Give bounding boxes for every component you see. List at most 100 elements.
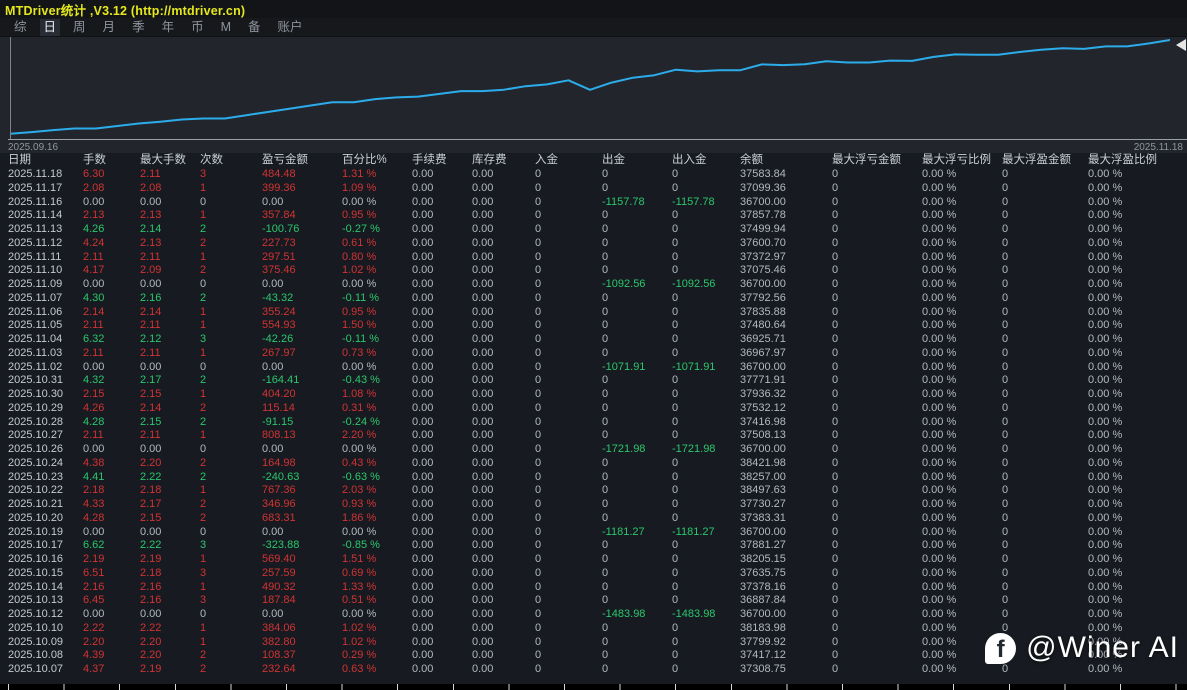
cell-fee: 0.00 — [412, 195, 434, 208]
column-header-lots[interactable]: 手数 — [83, 154, 106, 166]
table-row[interactable]: 2025.10.29 4.26 2.14 2 115.14 0.31 % 0.00 0.00 0… — [0, 402, 1187, 416]
table-row[interactable]: 2025.10.15 6.51 2.18 3 257.59 0.69 % 0.00 0.00 0… — [0, 567, 1187, 581]
cell-balance: 37416.98 — [740, 415, 786, 428]
table-row[interactable]: 2025.11.11 2.11 2.11 1 297.51 0.80 % 0.00 0.00 0… — [0, 251, 1187, 265]
column-header-net_dw[interactable]: 出入金 — [672, 154, 707, 166]
column-header-deposit[interactable]: 入金 — [535, 154, 558, 166]
menu-item-zhou[interactable]: 周 — [73, 19, 86, 34]
table-row[interactable]: 2025.11.16 0.00 0.00 0 0.00 0.00 % 0.00 0.00 0 -1… — [0, 196, 1187, 210]
cell-storage: 0.00 — [472, 360, 494, 373]
cell-fee: 0.00 — [412, 456, 434, 469]
table-row[interactable]: 2025.10.31 4.32 2.17 2 -164.41 -0.43 % 0.00 0.0… — [0, 374, 1187, 388]
table-row[interactable]: 2025.11.17 2.08 2.08 1 399.36 1.09 % 0.00 0.00 0… — [0, 182, 1187, 196]
menu-item-m[interactable]: M — [220, 19, 232, 34]
cell-balance: 37771.91 — [740, 374, 786, 387]
cell-max_fp_pct: 0.00 % — [1088, 401, 1123, 414]
table-row[interactable]: 2025.10.16 2.19 2.19 1 569.40 1.51 % 0.00 0.00 0… — [0, 553, 1187, 567]
table-row[interactable]: 2025.10.28 4.28 2.15 2 -91.15 -0.24 % 0.00 0.00… — [0, 416, 1187, 430]
table-row[interactable]: 2025.11.10 4.17 2.09 2 375.46 1.02 % 0.00 0.00 0… — [0, 264, 1187, 278]
cell-pnl: 683.31 — [262, 511, 296, 524]
column-header-max_lots[interactable]: 最大手数 — [140, 154, 186, 166]
column-header-balance[interactable]: 余额 — [740, 154, 763, 166]
cell-max_lots: 0.00 — [140, 608, 162, 620]
cell-date: 2025.10.19 — [8, 525, 64, 538]
cell-balance: 37378.16 — [740, 580, 786, 593]
table-row[interactable]: 2025.10.08 4.39 2.20 2 108.37 0.29 % 0.00 0.00 0… — [0, 649, 1187, 663]
column-header-max_fl_pct[interactable]: 最大浮亏比例 — [922, 154, 991, 166]
column-header-max_fl[interactable]: 最大浮亏金额 — [832, 154, 901, 166]
cell-lots: 2.19 — [83, 553, 105, 565]
cell-net_dw: 0 — [672, 168, 679, 180]
table-row[interactable]: 2025.11.04 6.32 2.12 3 -42.26 -0.11 % 0.00 0.00… — [0, 333, 1187, 347]
table-row[interactable]: 2025.11.18 6.30 2.11 3 484.48 1.31 % 0.00 0.00 0… — [0, 168, 1187, 182]
cell-max_fp: 0 — [1002, 333, 1009, 345]
cell-trades: 1 — [200, 250, 207, 263]
menubar: 综日周 月 季 年 币 M 备 账户 — [0, 18, 1187, 37]
table-row[interactable]: 2025.11.14 2.13 2.13 1 357.84 0.95 % 0.00 0.00 0… — [0, 209, 1187, 223]
cell-pnl: -323.88 — [262, 539, 300, 552]
table-row[interactable]: 2025.10.13 6.45 2.16 3 187.84 0.51 % 0.00 0.00 0… — [0, 594, 1187, 608]
table-row[interactable]: 2025.11.13 4.26 2.14 2 -100.76 -0.27 % 0.00 0.0… — [0, 223, 1187, 237]
column-header-pct[interactable]: 百分比% — [342, 154, 387, 166]
table-row[interactable]: 2025.10.07 4.37 2.19 2 232.64 0.63 % 0.00 0.00 0… — [0, 663, 1187, 677]
menu-item-bei[interactable]: 备 — [248, 19, 261, 34]
cell-pnl: 257.59 — [262, 566, 296, 579]
table-row[interactable]: 2025.11.06 2.14 2.14 1 355.24 0.95 % 0.00 0.00 0… — [0, 306, 1187, 320]
cell-max_fl: 0 — [832, 209, 839, 222]
table-row[interactable]: 2025.10.12 0.00 0.00 0 0.00 0.00 % 0.00 0.00 0 -1… — [0, 608, 1187, 622]
table-row[interactable]: 2025.10.30 2.15 2.15 1 404.20 1.08 % 0.00 0.00 0… — [0, 388, 1187, 402]
cell-max_fp_pct: 0.00 % — [1088, 470, 1123, 483]
cell-trades: 2 — [200, 374, 207, 387]
cell-storage: 0.00 — [472, 498, 494, 510]
column-header-max_fp_pct[interactable]: 最大浮盈比例 — [1088, 154, 1157, 166]
table-row[interactable]: 2025.11.12 4.24 2.13 2 227.73 0.61 % 0.00 0.00 0… — [0, 237, 1187, 251]
cell-withdraw: 0 — [602, 209, 609, 222]
cell-max_fp: 0 — [1002, 388, 1009, 400]
menu-item-ji[interactable]: 季 — [132, 19, 145, 34]
cell-date: 2025.11.02 — [8, 360, 63, 373]
table-row[interactable]: 2025.10.20 4.28 2.15 2 683.31 1.86 % 0.00 0.00 0… — [0, 512, 1187, 526]
cell-trades: 2 — [200, 456, 207, 469]
cell-storage: 0.00 — [472, 456, 494, 469]
column-header-max_fp[interactable]: 最大浮盈金额 — [1002, 154, 1071, 166]
menu-item-bi[interactable]: 币 — [191, 19, 204, 34]
table-row[interactable]: 2025.10.24 4.38 2.20 2 164.98 0.43 % 0.00 0.00 0… — [0, 457, 1187, 471]
menu-item-zhanghu[interactable]: 账户 — [277, 19, 303, 34]
cell-balance: 37480.64 — [740, 319, 786, 332]
table-row[interactable]: 2025.11.05 2.11 2.11 1 554.93 1.50 % 0.00 0.00 0… — [0, 319, 1187, 333]
table-row[interactable]: 2025.11.02 0.00 0.00 0 0.00 0.00 % 0.00 0.00 0 -1… — [0, 361, 1187, 375]
menu-item-ri[interactable]: 日 — [39, 18, 61, 36]
cell-date: 2025.11.07 — [8, 291, 63, 304]
equity-curve-chart — [10, 37, 1170, 139]
table-row[interactable]: 2025.10.09 2.20 2.20 1 382.80 1.02 % 0.00 0.00 0… — [0, 636, 1187, 650]
menu-item-yue[interactable]: 月 — [102, 19, 116, 34]
menu-item-zong[interactable]: 综 — [14, 19, 27, 34]
column-header-withdraw[interactable]: 出金 — [602, 154, 625, 166]
column-header-pnl[interactable]: 盈亏金额 — [262, 154, 308, 166]
cell-fee: 0.00 — [412, 415, 434, 428]
cell-deposit: 0 — [535, 470, 542, 483]
cell-trades: 1 — [200, 181, 207, 194]
menu-item-nian[interactable]: 年 — [161, 19, 175, 34]
column-header-storage[interactable]: 库存费 — [472, 154, 507, 166]
table-row[interactable]: 2025.10.14 2.16 2.16 1 490.32 1.33 % 0.00 0.00 0… — [0, 581, 1187, 595]
table-row[interactable]: 2025.10.22 2.18 2.18 1 767.36 2.03 % 0.00 0.00 0… — [0, 484, 1187, 498]
column-header-fee[interactable]: 手续费 — [412, 154, 447, 166]
cell-date: 2025.11.12 — [8, 236, 63, 249]
cell-max_lots: 2.22 — [140, 539, 162, 552]
column-header-date[interactable]: 日期 — [8, 154, 31, 166]
table-row[interactable]: 2025.10.23 4.41 2.22 2 -240.63 -0.63 % 0.00 0.0… — [0, 471, 1187, 485]
cell-date: 2025.10.26 — [8, 443, 64, 455]
cell-max_fl: 0 — [832, 649, 839, 662]
column-header-trades[interactable]: 次数 — [200, 154, 223, 166]
table-row[interactable]: 2025.10.17 6.62 2.22 3 -323.88 -0.85 % 0.00 0.0… — [0, 539, 1187, 553]
table-row[interactable]: 2025.11.09 0.00 0.00 0 0.00 0.00 % 0.00 0.00 0 -1… — [0, 278, 1187, 292]
cell-max_fl_pct: 0.00 % — [922, 346, 957, 359]
table-row[interactable]: 2025.11.03 2.11 2.11 1 267.97 0.73 % 0.00 0.00 0… — [0, 347, 1187, 361]
table-row[interactable]: 2025.10.27 2.11 2.11 1 808.13 2.20 % 0.00 0.00 0… — [0, 429, 1187, 443]
table-row[interactable]: 2025.10.21 4.33 2.17 2 346.96 0.93 % 0.00 0.00 0… — [0, 498, 1187, 512]
table-row[interactable]: 2025.11.07 4.30 2.16 2 -43.32 -0.11 % 0.00 0.00… — [0, 292, 1187, 306]
table-row[interactable]: 2025.10.19 0.00 0.00 0 0.00 0.00 % 0.00 0.00 0 -1… — [0, 526, 1187, 540]
table-row[interactable]: 2025.10.26 0.00 0.00 0 0.00 0.00 % 0.00 0.00 0 -1… — [0, 443, 1187, 457]
table-row[interactable]: 2025.10.10 2.22 2.22 1 384.06 1.02 % 0.00 0.00 0… — [0, 622, 1187, 636]
